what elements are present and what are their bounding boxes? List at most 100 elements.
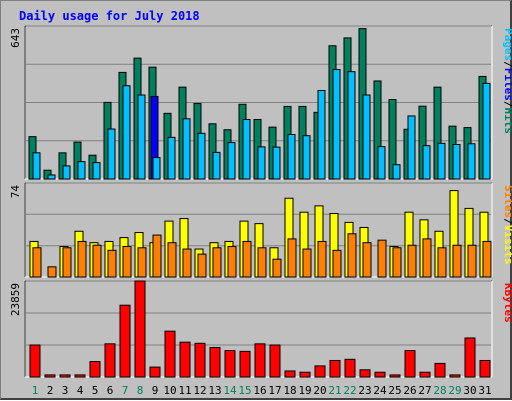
pages-bar (422, 145, 431, 180)
kbytes-bar (329, 359, 341, 378)
day-label: 28 (433, 384, 446, 397)
sites-bar (257, 247, 267, 278)
day-label: 6 (107, 384, 114, 397)
sites-bar (467, 244, 477, 278)
sites-bar (62, 247, 72, 278)
sites-bar (317, 240, 327, 278)
pages-bar (287, 134, 296, 180)
day-label: 16 (253, 384, 266, 397)
kbytes-bar (269, 344, 281, 378)
day-label: 9 (152, 384, 159, 397)
pages-bar (392, 164, 401, 180)
middle-panel-legend-entry: Sites (502, 185, 512, 218)
sites-bar (212, 247, 222, 278)
sites-bar (347, 233, 357, 278)
day-label: 7 (122, 384, 129, 397)
sites-bar (377, 239, 387, 278)
kbytes-bar (359, 369, 371, 378)
kbytes-bar (314, 365, 326, 378)
sites-bar (77, 240, 87, 278)
day-label: 23 (358, 384, 371, 397)
kbytes-bar (44, 374, 56, 378)
bottom-panel-legend: KBytes (502, 283, 512, 323)
kbytes-bar (194, 342, 206, 378)
kbytes-bar (104, 343, 116, 378)
day-label: 20 (313, 384, 326, 397)
kbytes-bar (434, 362, 446, 378)
sites-bar (167, 242, 177, 278)
pages-bar (362, 94, 371, 180)
day-label: 27 (418, 384, 431, 397)
day-label: 17 (268, 384, 281, 397)
day-label: 2 (47, 384, 54, 397)
kbytes-bar (89, 361, 101, 378)
day-label: 29 (448, 384, 461, 397)
day-label: 13 (208, 384, 221, 397)
kbytes-bar (149, 366, 161, 378)
kbytes-bar (164, 330, 176, 378)
top-panel-legend-entry: Files (502, 68, 512, 101)
day-label: 12 (193, 384, 206, 397)
bottom-panel-legend-entry: KBytes (502, 283, 512, 323)
day-label: 4 (77, 384, 84, 397)
kbytes-bar (449, 374, 461, 378)
pages-bar (317, 89, 326, 180)
middle-panel-legend-entry: Visits (502, 225, 512, 265)
kbytes-bar (479, 359, 491, 378)
sites-bar (362, 242, 372, 278)
day-label: 18 (283, 384, 296, 397)
bottom-panel-ymax-label: 23859 (9, 283, 22, 316)
middle-panel-legend: Sites/Visits (502, 185, 512, 265)
pages-bar (107, 128, 116, 180)
day-label: 30 (463, 384, 476, 397)
pages-bar (182, 118, 191, 180)
pages-bar (482, 82, 491, 180)
sites-bar (182, 248, 192, 278)
day-label: 24 (373, 384, 387, 397)
day-label: 15 (238, 384, 251, 397)
day-label: 8 (137, 384, 144, 397)
pages-bar (47, 174, 56, 180)
day-label: 31 (478, 384, 491, 397)
day-label: 25 (388, 384, 401, 397)
kbytes-bar (224, 350, 236, 378)
kbytes-bar (464, 337, 476, 378)
kbytes-bar (74, 374, 86, 378)
sites-bar (407, 244, 417, 278)
day-label: 3 (62, 384, 69, 397)
pages-bar (122, 85, 131, 180)
kbytes-bar (29, 344, 41, 378)
pages-bar (212, 151, 221, 180)
day-label: 5 (92, 384, 99, 397)
sites-bar (227, 246, 237, 278)
sites-bar (197, 253, 207, 278)
sites-bar (152, 234, 162, 278)
kbytes-bar (119, 304, 131, 378)
top-panel-legend-entry: / (502, 101, 512, 108)
pages-bar (272, 146, 281, 180)
sites-bar (122, 246, 132, 278)
pages-bar (197, 132, 206, 180)
pages-bar (62, 165, 71, 180)
pages-bar (137, 94, 146, 180)
pages-bar (257, 146, 266, 180)
kbytes-bar (389, 374, 401, 378)
sites-bar (482, 240, 492, 278)
sites-bar (272, 258, 282, 278)
pages-bar (242, 119, 251, 180)
top-panel-legend: Pages/Files/Hits (502, 28, 512, 134)
pages-bar (452, 143, 461, 180)
sites-bar (137, 247, 147, 278)
day-label: 1 (32, 384, 39, 397)
kbytes-bar (239, 350, 251, 378)
pages-bar (347, 71, 356, 180)
top-panel-ymax-label: 643 (9, 28, 22, 48)
middle-panel-ymax-label: 74 (9, 185, 22, 199)
middle-panel-legend-entry: / (502, 218, 512, 225)
kbytes-bar (419, 371, 431, 378)
pages-bar (377, 146, 386, 180)
pages-bar (167, 136, 176, 180)
sites-bar (287, 238, 297, 278)
